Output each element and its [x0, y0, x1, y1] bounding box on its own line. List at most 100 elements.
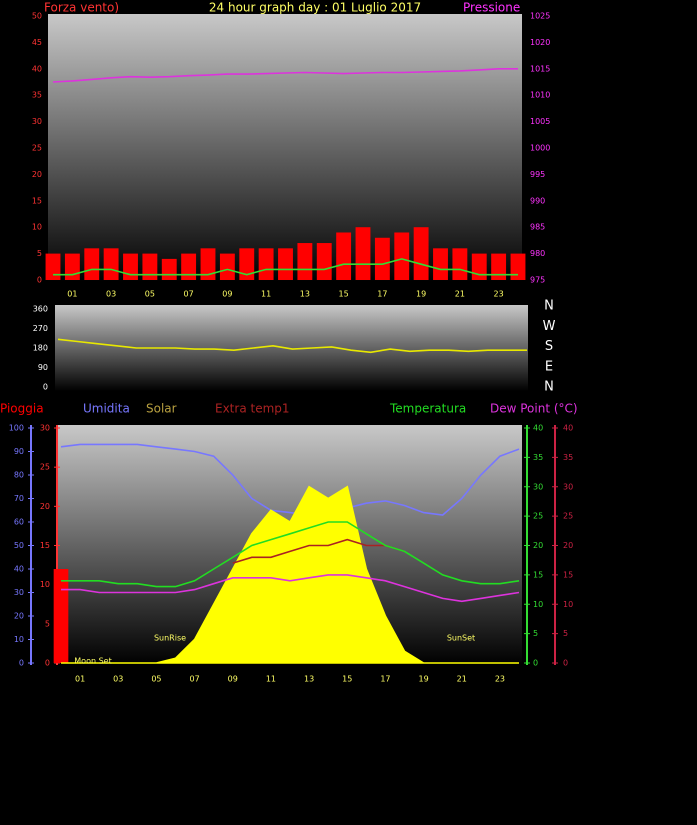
compass-label: S [545, 339, 553, 354]
y-tick-label: 30 [14, 588, 24, 597]
bar [103, 248, 119, 280]
y-tick-label: 10 [32, 223, 42, 232]
bar [181, 253, 197, 280]
y-tick-label: 90 [38, 363, 48, 372]
bar [123, 253, 138, 280]
y-tick-label: 990 [530, 196, 545, 205]
bar [355, 227, 371, 280]
y-tick-label: 0 [45, 659, 50, 668]
bar [161, 258, 177, 280]
y-tick-label: 1000 [530, 144, 550, 153]
y-tick-label: 975 [530, 276, 545, 285]
y-tick-label: 1005 [530, 117, 550, 126]
y-tick-label: 0 [563, 659, 568, 668]
y-tick-label: 20 [32, 170, 42, 179]
y-tick-label: 360 [33, 305, 48, 314]
y-tick-label: 985 [530, 223, 545, 232]
bar [219, 253, 235, 280]
x-tick-label: 19 [418, 675, 428, 684]
y-tick-label: 10 [563, 600, 573, 609]
bar [297, 243, 313, 280]
bar [510, 253, 526, 280]
compass-label: N [544, 299, 554, 314]
y-tick-label: 25 [563, 512, 573, 521]
x-tick-label: 01 [67, 290, 77, 299]
line [52, 68, 518, 83]
y2-axis-title: Pressione [463, 1, 520, 15]
x-tick-label: 11 [266, 675, 276, 684]
bar [471, 253, 487, 280]
x-tick-label: 13 [300, 290, 310, 299]
y-tick-label: 20 [14, 612, 24, 621]
x-tick-label: 11 [261, 290, 271, 299]
bar [433, 248, 448, 280]
bar [374, 237, 390, 280]
plot-area-wind [48, 14, 522, 282]
line [61, 521, 520, 588]
y-tick-label: 20 [533, 541, 543, 550]
y-tick-label: 10 [14, 635, 24, 644]
legend-entry: Dew Point (°C) [490, 402, 578, 416]
y-tick-label: 270 [33, 324, 48, 333]
y-tick-label: 5 [37, 249, 42, 258]
y-tick-label: 60 [14, 518, 24, 527]
x-tick-label: 17 [380, 675, 390, 684]
x-tick-label: 07 [184, 290, 194, 299]
y-tick-label: 30 [40, 424, 50, 433]
y-tick-label: 40 [14, 565, 24, 574]
x-tick-label: 15 [339, 290, 349, 299]
y-tick-label: 15 [563, 570, 573, 579]
bar [64, 253, 80, 280]
y-tick-label: 25 [40, 463, 50, 472]
x-tick-label: 05 [151, 675, 161, 684]
y-tick-label: 30 [32, 117, 42, 126]
bar [336, 232, 352, 280]
bar [491, 253, 507, 280]
y-tick-label: 1015 [530, 64, 550, 73]
y-tick-label: 1025 [530, 12, 550, 21]
y-tick-label: 30 [533, 482, 543, 491]
y-tick-label: 35 [32, 91, 42, 100]
x-tick-label: 03 [113, 675, 123, 684]
y-tick-label: 45 [32, 38, 42, 47]
bar [84, 248, 100, 280]
y-tick-label: 0 [43, 383, 48, 392]
line [232, 538, 405, 564]
y-tick-label: 1010 [530, 91, 550, 100]
y-tick-label: 30 [563, 482, 573, 491]
y-tick-label: 35 [563, 453, 573, 462]
y-tick-label: 90 [14, 447, 24, 456]
y-tick-label: 980 [530, 249, 545, 258]
y-tick-label: 15 [533, 570, 543, 579]
bar [200, 248, 216, 280]
line [57, 338, 527, 354]
y-tick-label: 35 [533, 453, 543, 462]
bar [258, 248, 274, 280]
y-tick-label: 20 [563, 541, 573, 550]
line [61, 574, 520, 603]
y-tick-label: 5 [563, 629, 568, 638]
bar [239, 248, 255, 280]
x-tick-label: 01 [75, 675, 85, 684]
y-tick-label: 5 [45, 619, 50, 628]
line [60, 443, 520, 516]
y-tick-label: 80 [14, 471, 24, 480]
bar [53, 569, 69, 663]
y-tick-label: 0 [533, 659, 538, 668]
line [53, 258, 518, 276]
bar [278, 248, 293, 280]
y-tick-label: 50 [14, 541, 24, 550]
bar [316, 243, 332, 280]
annotation: SunSet [447, 634, 475, 643]
x-tick-label: 17 [377, 290, 387, 299]
x-tick-label: 21 [457, 675, 467, 684]
legend-entry: Temperatura [389, 402, 466, 416]
y-tick-label: 50 [32, 12, 42, 21]
x-tick-label: 09 [228, 675, 238, 684]
bar [452, 248, 468, 280]
y-tick-label: 0 [37, 276, 42, 285]
legend-entry: Umidita [83, 402, 130, 416]
x-tick-label: 23 [494, 290, 504, 299]
x-tick-label: 15 [342, 675, 352, 684]
